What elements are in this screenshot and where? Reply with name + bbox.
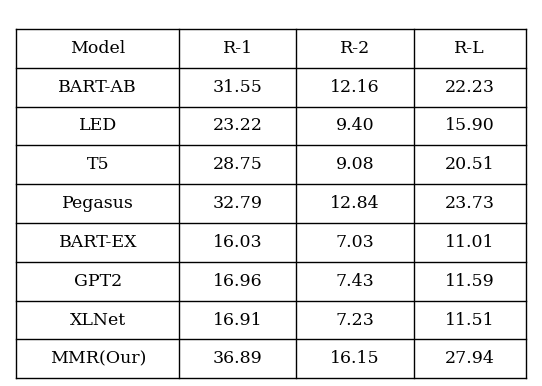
Text: 12.16: 12.16 — [330, 79, 380, 96]
Text: T5: T5 — [87, 156, 109, 173]
Text: 16.96: 16.96 — [213, 273, 263, 290]
Text: 16.03: 16.03 — [213, 234, 263, 251]
Text: 7.23: 7.23 — [335, 312, 375, 328]
Text: 36.89: 36.89 — [213, 350, 263, 367]
Text: 15.90: 15.90 — [445, 117, 494, 134]
Text: Model: Model — [70, 40, 125, 57]
Text: 32.79: 32.79 — [213, 195, 263, 212]
Text: 11.01: 11.01 — [445, 234, 494, 251]
Text: 22.23: 22.23 — [444, 79, 495, 96]
Text: MMR(Our): MMR(Our) — [49, 350, 146, 367]
Text: 9.08: 9.08 — [335, 156, 375, 173]
Text: 23.22: 23.22 — [213, 117, 263, 134]
Text: R-2: R-2 — [340, 40, 370, 57]
Text: GPT2: GPT2 — [74, 273, 122, 290]
Text: 7.43: 7.43 — [335, 273, 375, 290]
Text: BART-EX: BART-EX — [59, 234, 137, 251]
Text: R-1: R-1 — [223, 40, 253, 57]
Text: 9.40: 9.40 — [335, 117, 375, 134]
Text: 11.51: 11.51 — [445, 312, 494, 328]
Text: 12.84: 12.84 — [330, 195, 380, 212]
Text: 31.55: 31.55 — [213, 79, 263, 96]
Text: 28.75: 28.75 — [213, 156, 263, 173]
Text: BART-AB: BART-AB — [59, 79, 137, 96]
Text: 20.51: 20.51 — [445, 156, 494, 173]
Text: 16.15: 16.15 — [330, 350, 380, 367]
Text: LED: LED — [79, 117, 117, 134]
Text: 27.94: 27.94 — [445, 350, 495, 367]
Text: XLNet: XLNet — [70, 312, 126, 328]
Text: Pegasus: Pegasus — [62, 195, 134, 212]
Text: 23.73: 23.73 — [444, 195, 495, 212]
Text: 16.91: 16.91 — [213, 312, 263, 328]
Text: R-L: R-L — [454, 40, 485, 57]
Text: 7.03: 7.03 — [335, 234, 375, 251]
Text: 11.59: 11.59 — [445, 273, 494, 290]
